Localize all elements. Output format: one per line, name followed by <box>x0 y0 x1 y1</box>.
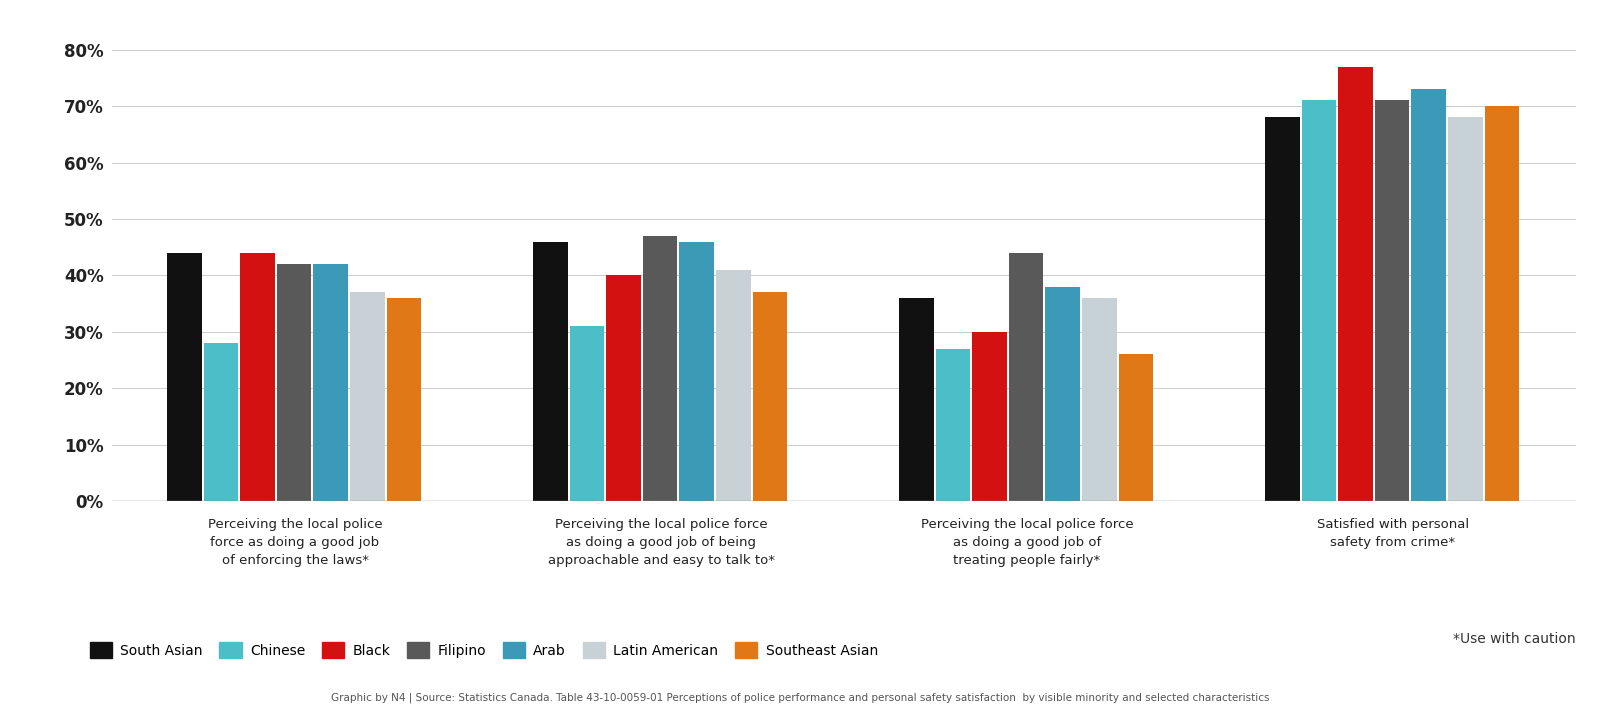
Bar <box>1411 90 1446 501</box>
Bar <box>533 241 568 501</box>
Bar <box>350 292 384 501</box>
Bar <box>570 326 605 501</box>
Bar <box>680 241 714 501</box>
Bar <box>387 298 421 501</box>
Bar <box>752 292 787 501</box>
Bar <box>203 343 238 501</box>
Bar <box>1301 100 1336 501</box>
Bar <box>715 270 750 501</box>
Bar <box>1118 354 1154 501</box>
Bar <box>606 276 642 501</box>
Bar <box>973 332 1006 501</box>
Bar <box>1045 286 1080 501</box>
Bar <box>1338 67 1373 501</box>
Legend: South Asian, Chinese, Black, Filipino, Arab, Latin American, Southeast Asian: South Asian, Chinese, Black, Filipino, A… <box>90 642 878 658</box>
Text: Graphic by N4 | Source: Statistics Canada. Table 43-10-0059-01 Perceptions of po: Graphic by N4 | Source: Statistics Canad… <box>331 692 1269 703</box>
Bar <box>1485 106 1520 501</box>
Text: *Use with caution: *Use with caution <box>1453 632 1576 646</box>
Bar <box>240 253 275 501</box>
Bar <box>1448 117 1483 501</box>
Bar <box>277 264 312 501</box>
Bar <box>1008 253 1043 501</box>
Bar <box>936 349 970 501</box>
Bar <box>899 298 934 501</box>
Bar <box>643 236 677 501</box>
Bar <box>314 264 349 501</box>
Bar <box>1082 298 1117 501</box>
Bar <box>1374 100 1410 501</box>
Bar <box>1266 117 1299 501</box>
Bar <box>166 253 202 501</box>
